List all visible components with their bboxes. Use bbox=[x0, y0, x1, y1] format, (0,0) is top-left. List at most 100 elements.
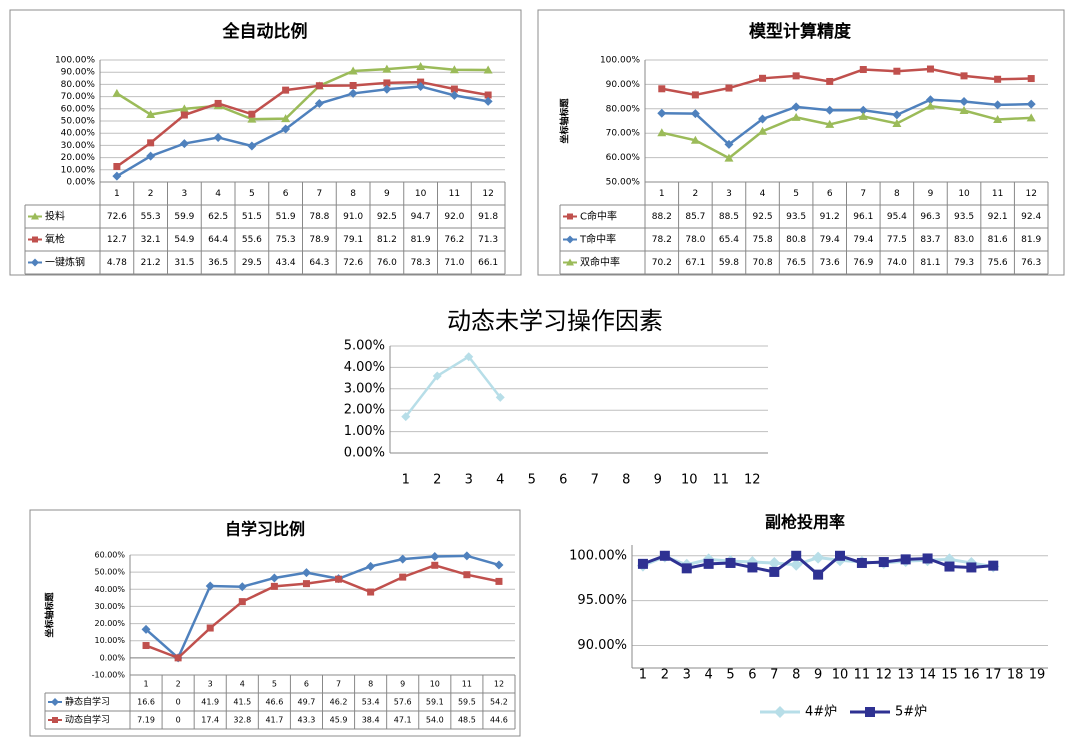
marker bbox=[142, 642, 150, 650]
x-tick-label: 7 bbox=[860, 189, 866, 199]
marker bbox=[690, 109, 700, 119]
table-value: 83.7 bbox=[920, 235, 940, 245]
table-value: 41.7 bbox=[265, 716, 283, 725]
x-tick-label: 4 bbox=[704, 668, 712, 683]
table-value: 81.6 bbox=[988, 235, 1008, 245]
marker bbox=[791, 112, 801, 121]
table-value: 92.5 bbox=[377, 212, 397, 222]
marker bbox=[966, 562, 977, 573]
x-tick-label: 7 bbox=[317, 189, 323, 199]
y-tick-label: 40.00% bbox=[94, 585, 125, 594]
table-value: 66.1 bbox=[478, 258, 498, 268]
table-value: 16.6 bbox=[137, 698, 155, 707]
marker bbox=[835, 550, 845, 561]
table-value: 32.1 bbox=[141, 235, 161, 245]
y-tick-label: 60.00% bbox=[61, 104, 96, 114]
y-tick-label: 90.00% bbox=[577, 638, 627, 653]
x-tick-label: 2 bbox=[433, 473, 441, 488]
legend-label: 一键炼钢 bbox=[45, 256, 85, 269]
x-tick-label: 16 bbox=[963, 668, 980, 683]
table-value: 92.0 bbox=[444, 212, 464, 222]
marker bbox=[483, 65, 493, 74]
marker bbox=[790, 558, 803, 571]
table-value: 65.4 bbox=[719, 235, 739, 245]
x-tick-label: 5 bbox=[249, 189, 255, 199]
marker bbox=[147, 139, 155, 147]
marker bbox=[52, 717, 58, 723]
marker bbox=[302, 580, 310, 588]
table-value: 71.0 bbox=[444, 258, 464, 268]
x-tick-label: 10 bbox=[415, 189, 427, 199]
series-line bbox=[145, 563, 500, 660]
table-value: 46.6 bbox=[265, 698, 283, 707]
marker bbox=[878, 557, 889, 568]
table-value: 92.1 bbox=[988, 212, 1008, 222]
x-tick-label: 7 bbox=[591, 473, 599, 488]
table-value: 92.4 bbox=[1021, 212, 1041, 222]
table-value: 77.5 bbox=[887, 235, 907, 245]
table-value: 55.6 bbox=[242, 235, 262, 245]
marker bbox=[141, 624, 151, 634]
y-tick-label: 50.00% bbox=[94, 568, 125, 577]
y-tick-label: 0.00% bbox=[100, 653, 126, 662]
marker bbox=[449, 65, 459, 74]
x-tick-label: 11 bbox=[462, 680, 472, 689]
y-tick-label: 30.00% bbox=[94, 602, 125, 611]
marker bbox=[566, 258, 574, 266]
table-value: 70.8 bbox=[753, 258, 773, 268]
chart-title: 自学习比例 bbox=[225, 520, 305, 539]
marker bbox=[382, 64, 392, 73]
marker bbox=[281, 124, 291, 134]
x-tick-label: 7 bbox=[336, 680, 341, 689]
table-value: 75.6 bbox=[988, 258, 1008, 268]
marker bbox=[112, 88, 122, 97]
x-tick-label: 12 bbox=[1025, 189, 1036, 199]
marker bbox=[314, 99, 324, 109]
table-value: 76.5 bbox=[786, 258, 806, 268]
table-value: 45.9 bbox=[330, 716, 348, 725]
marker bbox=[926, 65, 934, 73]
marker bbox=[238, 598, 246, 606]
table-value: 72.6 bbox=[107, 212, 127, 222]
x-tick-label: 8 bbox=[792, 668, 800, 683]
table-value: 91.8 bbox=[478, 212, 498, 222]
table-value: 81.9 bbox=[411, 235, 431, 245]
table-value: 81.1 bbox=[920, 258, 940, 268]
marker bbox=[825, 119, 835, 128]
y-tick-label: 30.00% bbox=[61, 141, 96, 151]
legend-label: 氧枪 bbox=[45, 233, 65, 246]
table-value: 88.2 bbox=[652, 212, 672, 222]
x-tick-label: 1 bbox=[402, 473, 410, 488]
x-tick-label: 1 bbox=[143, 680, 148, 689]
table-value: 81.2 bbox=[377, 235, 397, 245]
y-tick-label: 10.00% bbox=[94, 636, 125, 645]
marker bbox=[768, 556, 781, 569]
marker bbox=[994, 75, 1002, 83]
marker bbox=[464, 352, 474, 362]
x-tick-label: 1 bbox=[114, 189, 120, 199]
marker bbox=[146, 151, 156, 161]
x-tick-label: 19 bbox=[1029, 668, 1046, 683]
marker bbox=[449, 90, 459, 100]
table-value: 79.3 bbox=[954, 258, 974, 268]
x-tick-label: 8 bbox=[894, 189, 900, 199]
marker bbox=[657, 128, 667, 137]
y-tick-label: 20.00% bbox=[61, 153, 96, 163]
x-tick-label: 8 bbox=[350, 189, 356, 199]
table-value: 92.5 bbox=[753, 212, 773, 222]
x-tick-label: 3 bbox=[182, 189, 188, 199]
x-tick-label: 10 bbox=[681, 473, 698, 488]
marker bbox=[348, 66, 358, 75]
table-value: 94.7 bbox=[411, 212, 431, 222]
marker bbox=[494, 560, 504, 570]
marker bbox=[893, 67, 901, 75]
table-value: 91.2 bbox=[820, 212, 840, 222]
table-value: 93.5 bbox=[786, 212, 806, 222]
y-tick-label: 1.00% bbox=[344, 424, 385, 439]
table-value: 48.5 bbox=[458, 716, 476, 725]
marker bbox=[483, 96, 493, 106]
series-line bbox=[404, 355, 502, 418]
x-tick-label: 11 bbox=[712, 473, 729, 488]
x-tick-label: 4 bbox=[760, 189, 766, 199]
marker bbox=[944, 561, 955, 572]
